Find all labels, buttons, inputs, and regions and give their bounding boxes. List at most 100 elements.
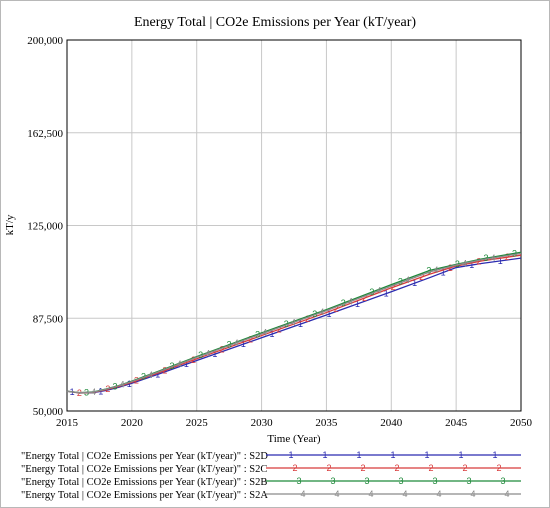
- series-marker: 2: [391, 282, 396, 292]
- y-tick-label: 125,000: [27, 221, 63, 233]
- legend-marker: 4: [504, 489, 509, 499]
- legend-marker: 4: [300, 489, 305, 499]
- y-tick-label: 87,500: [33, 313, 64, 325]
- x-axis-title: Time (Year): [267, 433, 321, 445]
- series-marker: 4: [291, 317, 296, 327]
- chart-title: Energy Total | CO2e Emissions per Year (…: [134, 15, 416, 30]
- series-marker: 1: [184, 359, 189, 369]
- legend-marker: 4: [368, 489, 373, 499]
- legend-marker: 3: [364, 476, 369, 486]
- series-marker: 2: [277, 324, 282, 334]
- series-marker: 3: [398, 276, 403, 286]
- legend-marker: 1: [288, 450, 293, 460]
- legend-marker: 1: [492, 450, 497, 460]
- legend-marker: 2: [428, 463, 433, 473]
- series-line: [66, 252, 522, 394]
- series-marker: 1: [212, 349, 217, 359]
- series-group: 4 4 4 4 4 4 4 4 4 4 4 4 4 4 4: [66, 252, 522, 397]
- x-tick-label: 2015: [56, 417, 79, 429]
- series-marker: 2: [220, 345, 225, 355]
- legend: "Energy Total | CO2e Emissions per Year …: [21, 450, 521, 501]
- x-tick-label: 2030: [251, 417, 274, 429]
- series-marker: 2: [419, 272, 424, 282]
- legend-marker: 3: [466, 476, 471, 486]
- series-marker: 1: [441, 267, 446, 277]
- legend-label: "Energy Total | CO2e Emissions per Year …: [21, 464, 267, 475]
- series-marker: 1: [155, 369, 160, 379]
- series-marker: 2: [448, 263, 453, 273]
- series-marker: 3: [284, 319, 289, 329]
- legend-label: "Energy Total | CO2e Emissions per Year …: [21, 477, 267, 488]
- axes: 2015 2020 2025 2030 2035 2040 2045 2050 200,000 1…: [27, 35, 532, 429]
- legend-marker: 1: [322, 450, 327, 460]
- legend-marker: 2: [462, 463, 467, 473]
- series-marker: 4: [319, 307, 324, 317]
- series-marker: 3: [227, 340, 232, 350]
- legend-marker: 3: [330, 476, 335, 486]
- series-marker: 2: [305, 314, 310, 324]
- legend-marker: 1: [458, 450, 463, 460]
- legend-marker: 3: [296, 476, 301, 486]
- legend-marker: 1: [356, 450, 361, 460]
- series-marker: 3: [255, 329, 260, 339]
- legend-marker: 1: [390, 450, 395, 460]
- legend-marker: 2: [394, 463, 399, 473]
- legend-marker: 1: [424, 450, 429, 460]
- series-marker: 4: [177, 359, 182, 369]
- legend-item: "Energy Total | CO2e Emissions per Year …: [21, 463, 521, 475]
- series-marker: 2: [248, 335, 253, 345]
- legend-marker: 3: [432, 476, 437, 486]
- series-marker: 4: [462, 258, 467, 268]
- x-tick-label: 2020: [121, 417, 144, 429]
- series-marker: 4: [434, 265, 439, 275]
- series-marker: 2: [334, 304, 339, 314]
- y-axis-title: kT/y: [4, 214, 16, 235]
- series-marker: 1: [298, 319, 303, 329]
- series-marker: 3: [312, 309, 317, 319]
- legend-item: "Energy Total | CO2e Emissions per Year …: [21, 476, 521, 488]
- x-tick-label: 2035: [315, 417, 338, 429]
- legend-marker: 2: [326, 463, 331, 473]
- series-marker: 3: [198, 350, 203, 360]
- legend-marker: 4: [470, 489, 475, 499]
- x-tick-label: 2050: [510, 417, 533, 429]
- series-marker: 4: [262, 328, 267, 338]
- y-tick-label: 50,000: [33, 406, 64, 418]
- series-marker: 1: [384, 289, 389, 299]
- legend-label: "Energy Total | CO2e Emissions per Year …: [21, 490, 268, 501]
- plot-border: [66, 39, 522, 412]
- series-marker: 1: [327, 309, 332, 319]
- legend-marker: 2: [292, 463, 297, 473]
- legend-marker: 2: [360, 463, 365, 473]
- legend-marker: 2: [496, 463, 501, 473]
- series-marker: 3: [483, 253, 488, 263]
- series-marker: 4: [491, 253, 496, 263]
- series-marker: 3: [369, 287, 374, 297]
- legend-marker: 4: [436, 489, 441, 499]
- series-marker: 3: [512, 248, 517, 258]
- legend-label: "Energy Total | CO2e Emissions per Year …: [21, 451, 268, 462]
- legend-item: "Energy Total | CO2e Emissions per Year …: [21, 450, 521, 462]
- series-marker: 1: [355, 299, 360, 309]
- series-marker: 2: [362, 293, 367, 303]
- series-marker: 2: [191, 355, 196, 365]
- x-tick-label: 2040: [380, 417, 403, 429]
- series-marker: 4: [234, 338, 239, 348]
- series-marker: 2: [134, 376, 139, 386]
- series-marker: 1: [498, 256, 503, 266]
- y-tick-label: 162,500: [27, 128, 63, 140]
- series-marker: 4: [348, 297, 353, 307]
- series-marker: 4: [91, 387, 96, 397]
- series-marker: 3: [341, 298, 346, 308]
- series-marker: 1: [127, 379, 132, 389]
- y-tick-label: 200,000: [27, 35, 63, 47]
- series-marker: 4: [205, 348, 210, 358]
- legend-marker: 3: [500, 476, 505, 486]
- legend-marker: 3: [398, 476, 403, 486]
- series-marker: 1: [412, 278, 417, 288]
- series-marker: 2: [476, 257, 481, 267]
- x-tick-label: 2025: [186, 417, 209, 429]
